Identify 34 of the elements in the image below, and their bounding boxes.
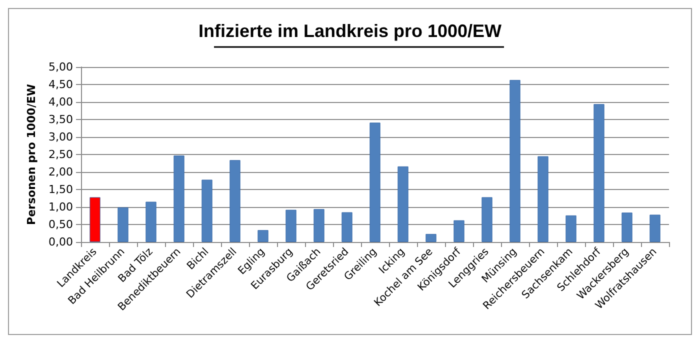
- bar: [314, 209, 324, 242]
- bar: [622, 212, 632, 242]
- chart-title: Infizierte im Landkreis pro 1000/EW: [198, 21, 502, 41]
- bar: [398, 166, 408, 242]
- y-tick-label: 2,00: [48, 166, 73, 178]
- bar: [174, 156, 184, 242]
- bar: [370, 122, 380, 242]
- bar: [454, 220, 464, 242]
- y-tick-label: 2,50: [48, 148, 73, 161]
- bar: [258, 230, 268, 242]
- bar: [342, 212, 352, 242]
- bar: [146, 202, 156, 242]
- y-tick-label: 3,00: [48, 130, 73, 144]
- y-tick-label: 4,00: [48, 96, 73, 108]
- bar: [286, 210, 296, 242]
- bar: [202, 180, 212, 242]
- bar: [510, 80, 520, 242]
- y-axis-title: Personen pro 1000/EW: [25, 84, 38, 225]
- y-tick-label: 0,50: [48, 218, 73, 231]
- y-tick-label: 1,00: [48, 200, 73, 214]
- bar: [426, 234, 436, 242]
- bar: [482, 197, 492, 242]
- bar: [90, 197, 100, 242]
- bar: [538, 156, 548, 242]
- bar: [650, 214, 660, 242]
- bar: [230, 160, 240, 242]
- y-tick-label: 0,00: [48, 236, 73, 248]
- y-tick-label: 4,50: [48, 78, 73, 91]
- y-tick-label: 3,50: [48, 113, 73, 126]
- y-tick-label: 1,50: [48, 183, 73, 196]
- bar: [566, 215, 576, 242]
- bar: [118, 207, 128, 242]
- y-tick-label: 5,00: [48, 60, 73, 74]
- bar: [594, 104, 604, 242]
